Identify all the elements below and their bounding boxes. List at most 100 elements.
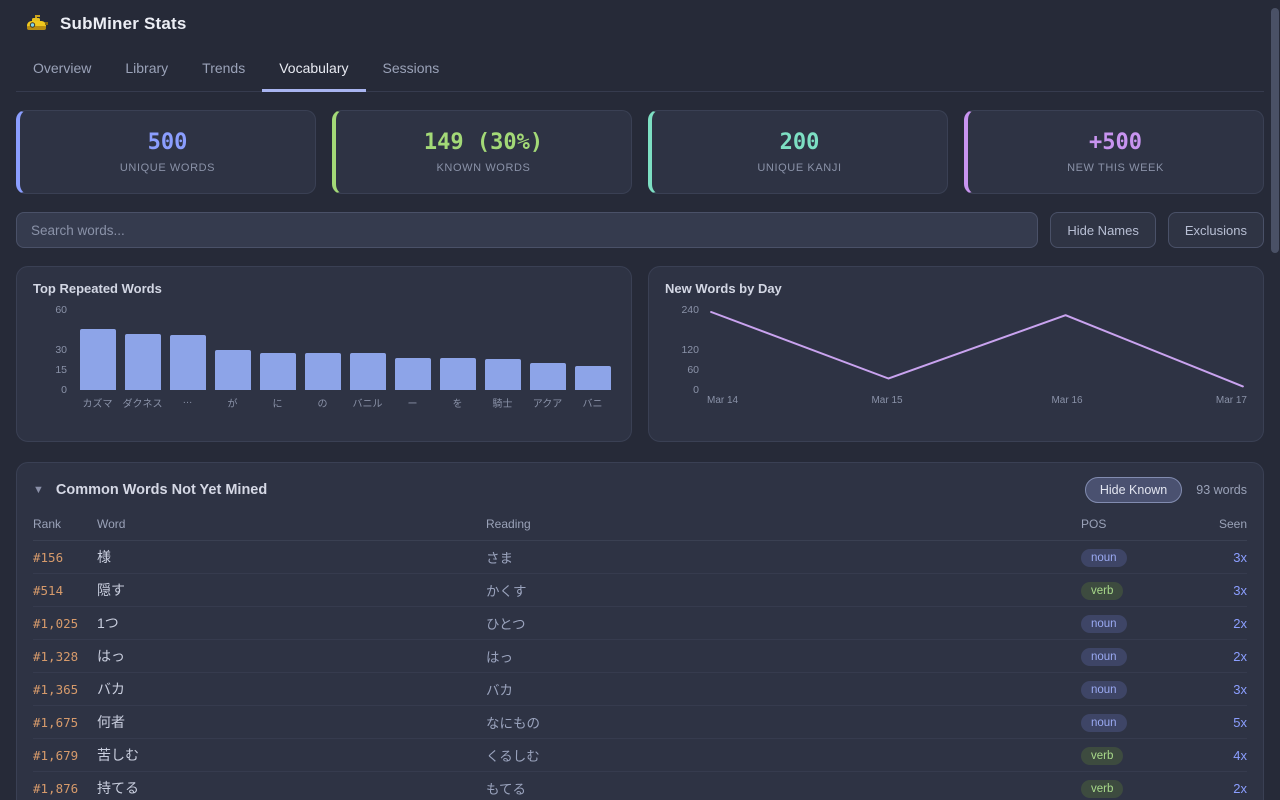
bar-category-label: 騎士 [492, 399, 513, 410]
column-header-seen: Seen [1218, 517, 1247, 531]
cell-rank: #1,025 [33, 615, 79, 631]
table-row[interactable]: #514 隠す かくす verb 3x [33, 574, 1247, 607]
tab-sessions[interactable]: Sessions [382, 60, 440, 76]
cell-word: はっ [97, 648, 125, 664]
stat-label: UNIQUE KANJI [757, 162, 842, 174]
tab-vocabulary[interactable]: Vocabulary [262, 50, 366, 92]
cell-rank: #1,679 [33, 747, 79, 763]
cell-rank: #156 [33, 549, 64, 565]
exclusions-button[interactable]: Exclusions [1167, 212, 1264, 248]
stat-card: 500 UNIQUE WORDS [16, 110, 316, 194]
cell-seen: 4x [1233, 747, 1247, 763]
cell-reading: くるしむ [486, 749, 540, 764]
table-row[interactable]: #1,328 はっ はっ noun 2x [33, 640, 1247, 673]
y-tick-label: 0 [693, 384, 699, 396]
bar [79, 328, 116, 390]
bar [214, 350, 251, 390]
search-row: Hide Names Exclusions [16, 212, 1264, 248]
cell-word: 何者 [97, 714, 125, 730]
cell-word: バカ [97, 681, 125, 697]
cell-reading: かくす [486, 584, 527, 599]
pos-badge: noun [1081, 680, 1127, 699]
stat-label: UNIQUE WORDS [119, 162, 216, 174]
cell-reading: はっ [486, 650, 513, 665]
chart-title: Top Repeated Words [33, 281, 162, 296]
bar-category-label: バニル [352, 399, 383, 410]
table-row[interactable]: #1,675 何者 なにもの noun 5x [33, 706, 1247, 739]
tab-trends[interactable]: Trends [202, 60, 246, 76]
table-body: #156 様 さま noun 3x #514 隠す かくす verb 3x #1,025 1つ ひとつ n… [33, 541, 1247, 800]
app-title: SubMiner Stats [60, 14, 187, 33]
column-header-word: Word [97, 517, 126, 531]
bar [259, 352, 296, 390]
y-tick-label: 120 [681, 344, 699, 356]
collapse-triangle-icon[interactable]: ▼ [33, 484, 44, 496]
stat-label: NEW THIS WEEK [1067, 162, 1164, 174]
pos-badge: noun [1081, 548, 1127, 567]
stat-value: 200 [779, 130, 820, 155]
table-row[interactable]: #1,679 苦しむ くるしむ verb 4x [33, 739, 1247, 772]
cell-rank: #1,328 [33, 648, 79, 664]
table-row[interactable]: #156 様 さま noun 3x [33, 541, 1247, 574]
pos-badge: noun [1081, 647, 1127, 666]
charts-row: Top Repeated Words 60 30 15 0 カズマ ダクネス … が に の バニ… [16, 266, 1264, 442]
tab-overview[interactable]: Overview [33, 60, 92, 76]
table-row[interactable]: #1,365 バカ バカ noun 3x [33, 673, 1247, 706]
stat-card: 200 UNIQUE KANJI [648, 110, 948, 194]
cell-word: 様 [97, 549, 111, 565]
scrollbar-thumb[interactable] [1271, 8, 1279, 253]
hide-names-button[interactable]: Hide Names [1050, 212, 1156, 248]
pos-badge: verb [1081, 779, 1124, 798]
search-input[interactable] [16, 212, 1039, 248]
column-header-reading: Reading [486, 517, 531, 531]
cell-reading: もてる [486, 782, 526, 797]
y-tick-label: 15 [55, 364, 67, 376]
top-repeated-words-chart: Top Repeated Words 60 30 15 0 カズマ ダクネス … が に の バニ… [16, 266, 632, 442]
bar [439, 358, 476, 390]
x-tick-label: Mar 15 [871, 395, 903, 406]
cell-seen: 2x [1233, 615, 1247, 631]
cell-word: 1つ [97, 615, 119, 631]
x-tick-label: Mar 17 [1215, 395, 1247, 406]
cell-rank: #514 [33, 582, 64, 598]
bar-category-label: アクア [532, 399, 563, 410]
table-row[interactable]: #1,025 1つ ひとつ noun 2x [33, 607, 1247, 640]
cell-seen: 3x [1233, 549, 1247, 565]
y-tick-label: 60 [687, 364, 699, 376]
pos-badge: verb [1081, 581, 1124, 600]
y-tick-label: 60 [55, 304, 67, 316]
bar [529, 363, 566, 390]
cell-rank: #1,365 [33, 681, 79, 697]
cell-seen: 2x [1233, 648, 1247, 664]
hide-known-button[interactable]: Hide Known [1084, 477, 1183, 503]
bar [169, 335, 206, 390]
bar-category-label: が [227, 399, 238, 410]
bar [484, 359, 521, 390]
bar-chart-plot: カズマ ダクネス … が に の バニル ー を 騎士 アクア バニ [75, 310, 615, 410]
stat-card: 149 (30%) KNOWN WORDS [332, 110, 632, 194]
tab-library[interactable]: Library [125, 60, 169, 76]
cell-word: 苦しむ [97, 747, 139, 763]
bar [349, 352, 386, 390]
cell-reading: さま [486, 551, 513, 566]
cell-seen: 2x [1233, 780, 1247, 796]
y-tick-label: 240 [681, 304, 699, 316]
cell-word: 隠す [97, 582, 125, 598]
new-words-by-day-chart: New Words by Day 240 120 60 0 Mar 14 Mar 15 M… [648, 266, 1264, 442]
y-tick-label: 30 [55, 344, 67, 356]
bar-category-label: ー [407, 399, 418, 410]
chart-title: New Words by Day [665, 281, 782, 296]
table-row[interactable]: #1,876 持てる もてる verb 2x [33, 772, 1247, 800]
stat-value: 149 (30%) [423, 130, 544, 155]
cell-rank: #1,876 [33, 780, 79, 796]
bar [124, 334, 161, 390]
bar-category-label: の [317, 399, 328, 410]
cell-word: 持てる [97, 780, 139, 796]
stat-card: +500 NEW THIS WEEK [964, 110, 1264, 194]
pos-badge: verb [1081, 746, 1124, 765]
pos-badge: noun [1081, 713, 1127, 732]
table-title: Common Words Not Yet Mined [55, 482, 268, 498]
bar [304, 352, 341, 390]
bar-category-label: カズマ [82, 399, 113, 410]
submarine-icon [26, 15, 48, 33]
